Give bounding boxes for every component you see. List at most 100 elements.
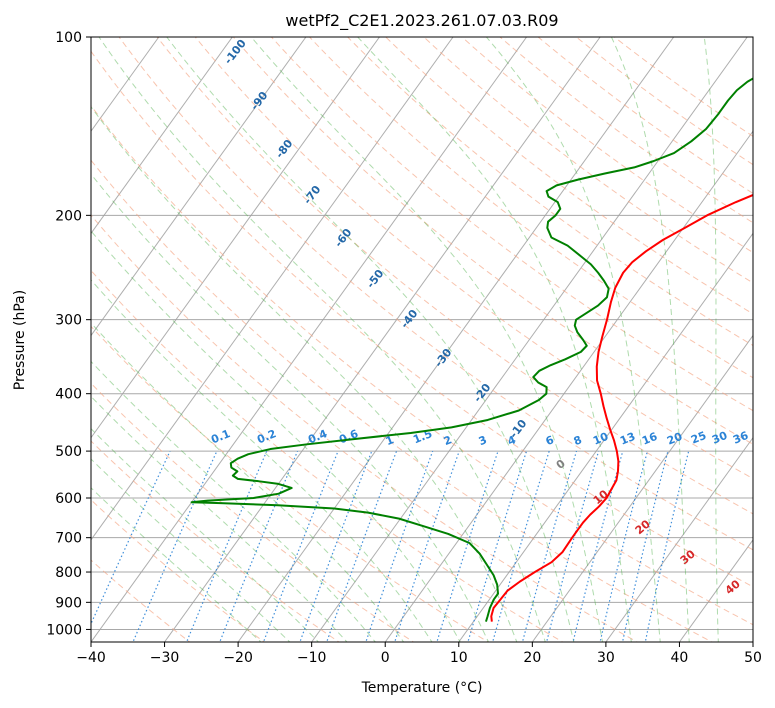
mixing-ratio-label: 1 [384, 433, 396, 448]
isotherm-label: -30 [432, 346, 455, 370]
dry-adiabat [118, 37, 753, 551]
dry-adiabat [91, 559, 191, 642]
isotherm-line [91, 37, 454, 541]
mixing-ratio-label: 0.1 [209, 427, 232, 446]
y-axis-label: Pressure (hPa) [12, 290, 28, 390]
plot-frame [90, 36, 754, 643]
mixing-ratio-line [599, 450, 649, 642]
isotherm-line [91, 37, 307, 337]
plot-area: 0.1 0.2 0.4 0.6 1 1.5 2 3 4 6 8 10 13 16 20 25 30 36-100-… [0, 37, 753, 642]
isotherm-label: -100 [222, 37, 249, 67]
isotherm-label: -80 [273, 137, 296, 161]
x-tick-label: 30 [597, 650, 615, 666]
dry-adiabat [308, 37, 753, 379]
moist-adiabat-label: 0 [554, 457, 568, 472]
isotherm-line [164, 37, 601, 642]
moist-adiabat [91, 487, 262, 642]
isotherm-line [0, 37, 12, 642]
mixing-ratio-label: 8 [572, 433, 584, 448]
isotherm-line [237, 37, 675, 642]
y-tick-label: 600 [55, 491, 82, 507]
y-tick-label: 500 [55, 444, 82, 460]
moist-adiabat [91, 105, 518, 642]
moist-adiabats [91, 37, 719, 642]
moist-adiabat [91, 322, 405, 642]
isotherm-line [91, 37, 380, 439]
mixing-ratio-label: 0.2 [255, 427, 278, 446]
x-axis-label: Temperature (°C) [361, 680, 483, 696]
isotherm-line [311, 37, 748, 642]
mixing-ratio-line [299, 450, 373, 642]
x-tick-label: −30 [150, 650, 180, 666]
mixing-ratio-line [644, 450, 690, 642]
isotherm-line [384, 130, 753, 642]
dry-adiabat [91, 104, 753, 626]
dry-adiabat [91, 50, 753, 588]
isobar-grid [91, 37, 753, 630]
moist-adiabat [91, 279, 433, 642]
dry-adiabat [91, 269, 564, 642]
dry-adiabat [91, 325, 489, 642]
dry-adiabat [91, 159, 713, 642]
moist-adiabat [91, 230, 461, 642]
mixing-ratio-label: 13 [618, 430, 637, 448]
moist-adiabat [610, 37, 690, 642]
mixing-ratio-line [91, 450, 171, 626]
dry-adiabat [384, 37, 753, 315]
mixing-ratio-label: 2 [442, 433, 454, 448]
mixing-ratio-line [492, 450, 550, 642]
isotherm-label: -90 [248, 89, 271, 113]
dry-adiabat [346, 37, 753, 347]
mixing-ratio-line [436, 450, 499, 642]
moist-adiabat [91, 395, 348, 642]
mixing-ratio-label: 6 [544, 433, 556, 448]
y-tick-label: 300 [55, 313, 82, 329]
mixing-ratio-line [572, 450, 624, 642]
moist-adiabat [91, 360, 376, 642]
dry-adiabat [91, 214, 639, 642]
moist-adiabat-label: 30 [678, 547, 698, 567]
dry-adiabat [461, 37, 753, 254]
mixing-ratio-line [185, 450, 268, 642]
mixing-ratio-line [219, 450, 299, 642]
isotherm-line [752, 641, 753, 642]
x-tick-label: −40 [76, 650, 106, 666]
moist-adiabat [357, 37, 632, 642]
dry-adiabat [575, 37, 753, 166]
y-tick-label: 900 [55, 595, 82, 611]
mixing-ratio-line [132, 450, 218, 642]
isotherm-label: -50 [364, 267, 387, 291]
dry-adiabat [537, 37, 753, 195]
isotherm-label: -60 [332, 226, 355, 250]
mixing-ratio-line [467, 450, 528, 642]
dry-adiabat [91, 382, 415, 642]
mixing-ratio-label: 10 [591, 430, 610, 448]
x-tick-label: −20 [223, 650, 253, 666]
y-axis-ticks: 1000 900 800 700 600 500 400 300 200 100 [46, 30, 91, 638]
y-tick-label: 700 [55, 531, 82, 547]
y-tick-label: 400 [55, 387, 82, 403]
moist-adiabat [703, 37, 719, 642]
dewpoint-line [190, 77, 753, 622]
dry-adiabat [270, 37, 753, 412]
mixing-ratio-label: 20 [665, 430, 684, 448]
mixing-ratio-label: 36 [731, 429, 750, 447]
isotherm-line [605, 436, 753, 642]
dry-adiabats [91, 37, 753, 642]
chart-title: wetPf2_C2E1.2023.261.07.03.R09 [285, 11, 558, 31]
moist-adiabat [91, 173, 490, 642]
y-tick-label: 1000 [46, 622, 82, 638]
mixing-ratio-lines [91, 450, 690, 642]
isotherm-line [91, 37, 233, 235]
x-tick-label: 50 [744, 650, 762, 666]
moist-adiabat [98, 37, 546, 642]
profile-series [190, 77, 753, 622]
moist-adiabat [166, 37, 575, 642]
mixing-ratio-line [326, 450, 398, 642]
y-tick-label: 200 [55, 208, 82, 224]
moist-adiabat [486, 37, 661, 642]
x-tick-label: 40 [671, 650, 689, 666]
isotherm-line [531, 334, 753, 642]
dry-adiabat [156, 37, 753, 515]
mixing-ratio-line [521, 450, 578, 642]
